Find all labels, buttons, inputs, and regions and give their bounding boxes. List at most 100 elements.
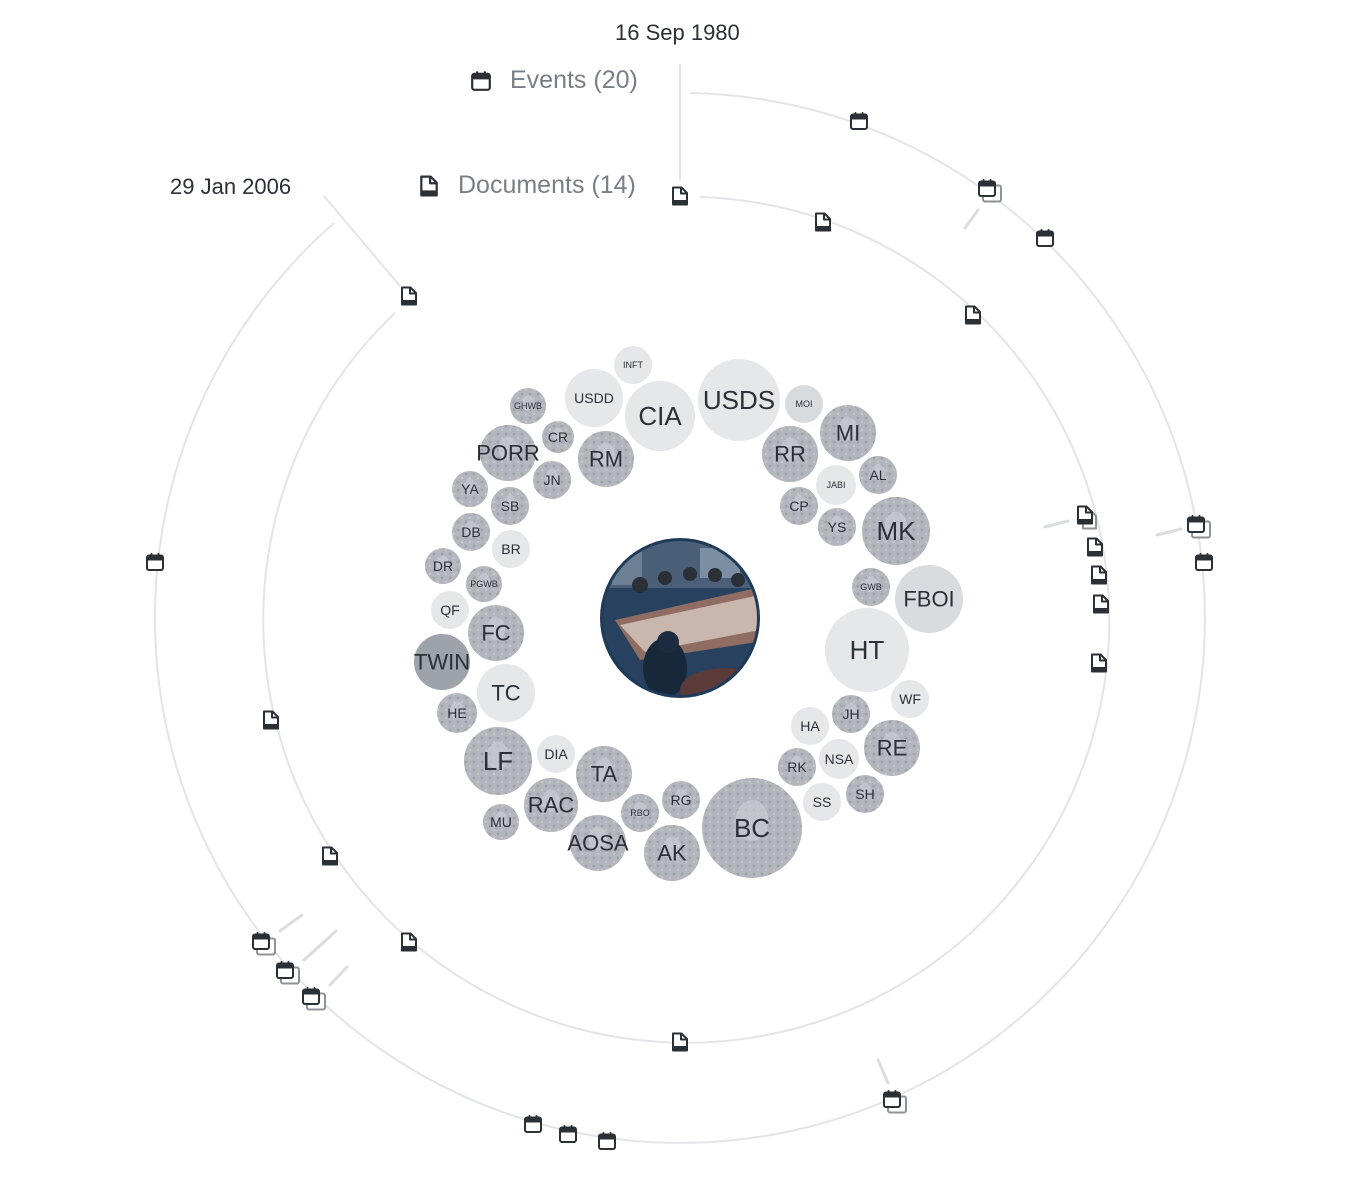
entity-bubble-mk[interactable]: MK xyxy=(860,495,932,567)
end-date-connector xyxy=(323,195,401,287)
document-icon[interactable] xyxy=(815,212,831,232)
portrait-silhouette xyxy=(588,827,608,851)
entity-bubble-ta[interactable]: TA xyxy=(574,744,634,804)
entity-bubble-sh[interactable]: SH xyxy=(844,773,886,815)
document-icon[interactable] xyxy=(401,286,417,306)
entity-bubble-ya[interactable]: YA xyxy=(450,469,490,509)
event-calendar-icon[interactable] xyxy=(1195,552,1213,571)
calendar-icon xyxy=(471,69,491,91)
document-icon[interactable] xyxy=(1077,505,1097,530)
entity-circle xyxy=(889,678,931,720)
entity-bubble-wf[interactable]: WF xyxy=(889,678,931,720)
entity-bubble-mu[interactable]: MU xyxy=(481,802,521,842)
entity-label: MOI xyxy=(796,399,813,409)
entity-bubble-ht[interactable]: HT xyxy=(823,606,911,694)
entity-bubble-jh[interactable]: JH xyxy=(830,693,872,735)
entity-bubble-he[interactable]: HE xyxy=(435,691,479,735)
document-icon[interactable] xyxy=(401,932,417,952)
entity-bubble-sb[interactable]: SB xyxy=(489,485,531,527)
entity-circle xyxy=(563,367,625,429)
entity-label: FBOI xyxy=(903,587,954,612)
event-calendar-icon[interactable] xyxy=(598,1131,616,1150)
entity-bubble-twin[interactable]: TWIN xyxy=(412,632,472,692)
entity-label: YS xyxy=(828,519,847,535)
event-calendar-icon[interactable] xyxy=(146,552,164,571)
entity-bubble-dia[interactable]: DIA xyxy=(535,733,577,775)
document-icon[interactable] xyxy=(1093,594,1109,614)
entity-bubble-ak[interactable]: AK xyxy=(642,823,702,883)
entity-circle xyxy=(696,357,782,443)
entity-bubble-inft[interactable]: INFT xyxy=(612,344,654,386)
entity-label: DR xyxy=(433,558,453,574)
entity-bubble-fboi[interactable]: FBOI xyxy=(893,563,965,635)
entity-bubble-ys[interactable]: YS xyxy=(816,506,858,548)
event-calendar-icon[interactable] xyxy=(850,111,868,130)
entity-bubble-pgwb[interactable]: PGWB xyxy=(464,564,504,604)
entity-bubble-ghwb[interactable]: GHWB xyxy=(508,386,548,426)
entity-bubble-lf[interactable]: LF xyxy=(462,725,534,797)
entity-label: CP xyxy=(789,498,808,514)
entity-label: LF xyxy=(483,746,513,776)
entity-bubble-re[interactable]: RE xyxy=(862,718,922,778)
entity-bubble-cp[interactable]: CP xyxy=(778,485,820,527)
entity-bubble-gwb[interactable]: GWB xyxy=(850,566,892,608)
document-icon[interactable] xyxy=(1087,537,1103,557)
event-calendar-icon[interactable] xyxy=(978,178,1002,203)
entity-circle xyxy=(612,344,654,386)
entity-bubble-usds[interactable]: USDS xyxy=(696,357,782,443)
entity-bubble-rk[interactable]: RK xyxy=(776,746,818,788)
entity-bubble-usdd[interactable]: USDD xyxy=(563,367,625,429)
entity-label: RE xyxy=(877,736,908,761)
event-calendar-icon[interactable] xyxy=(252,931,276,956)
document-icon[interactable] xyxy=(672,186,688,206)
document-icon[interactable] xyxy=(1091,653,1107,673)
entity-bubble-bc[interactable]: BC xyxy=(700,776,804,880)
entity-bubble-ha[interactable]: HA xyxy=(789,705,831,747)
entity-label: SS xyxy=(813,794,832,810)
entity-bubble-jabi[interactable]: JABI xyxy=(814,463,858,507)
entity-bubble-db[interactable]: DB xyxy=(450,511,492,553)
documents-legend[interactable]: Documents (14) xyxy=(418,171,636,200)
entity-label: RG xyxy=(671,792,692,808)
document-icon[interactable] xyxy=(672,1032,688,1052)
entity-bubble-al[interactable]: AL xyxy=(857,454,899,496)
entity-bubble-rac[interactable]: RAC xyxy=(522,776,580,834)
entity-bubble-mi[interactable]: MI xyxy=(818,403,878,463)
entity-label: AL xyxy=(869,467,886,483)
entity-bubble-rg[interactable]: RG xyxy=(660,779,702,821)
portrait-silhouette xyxy=(792,495,806,511)
event-calendar-icon[interactable] xyxy=(1187,514,1211,539)
entity-bubble-moi[interactable]: MOI xyxy=(783,383,825,425)
entity-label: CIA xyxy=(638,401,682,431)
document-icon[interactable] xyxy=(965,305,981,325)
entity-bubble-cr[interactable]: CR xyxy=(540,419,576,455)
events-legend[interactable]: Events (20) xyxy=(470,66,638,95)
event-calendar-icon[interactable] xyxy=(1036,228,1054,247)
entity-label: MU xyxy=(490,814,512,830)
entity-bubble-qf[interactable]: QF xyxy=(429,589,471,631)
entity-bubble-jn[interactable]: JN xyxy=(531,459,573,501)
entity-bubble-rr[interactable]: RR xyxy=(760,424,820,484)
event-calendar-icon[interactable] xyxy=(559,1124,577,1143)
document-icon[interactable] xyxy=(1091,565,1107,585)
entity-bubble-porr[interactable]: PORR xyxy=(476,423,540,483)
center-node[interactable] xyxy=(600,538,770,712)
event-calendar-icon[interactable] xyxy=(524,1114,542,1133)
entity-bubble-br[interactable]: BR xyxy=(490,528,532,570)
entity-bubble-dr[interactable]: DR xyxy=(423,546,463,586)
entity-bubble-tc[interactable]: TC xyxy=(475,662,537,724)
event-calendar-icon[interactable] xyxy=(302,986,326,1011)
document-icon[interactable] xyxy=(263,710,279,730)
document-icon[interactable] xyxy=(322,846,338,866)
entity-circle xyxy=(801,781,843,823)
entity-bubble-fc[interactable]: FC xyxy=(466,603,526,663)
entity-bubble-ss[interactable]: SS xyxy=(801,781,843,823)
entity-bubble-aosa[interactable]: AOSA xyxy=(567,813,629,873)
entity-bubble-cia[interactable]: CIA xyxy=(623,379,697,453)
event-calendar-icon[interactable] xyxy=(276,960,300,985)
entity-bubble-rm[interactable]: RM xyxy=(576,429,636,489)
entity-bubble-rbo[interactable]: RBO xyxy=(619,792,661,834)
entity-bubble-nsa[interactable]: NSA xyxy=(817,737,861,781)
